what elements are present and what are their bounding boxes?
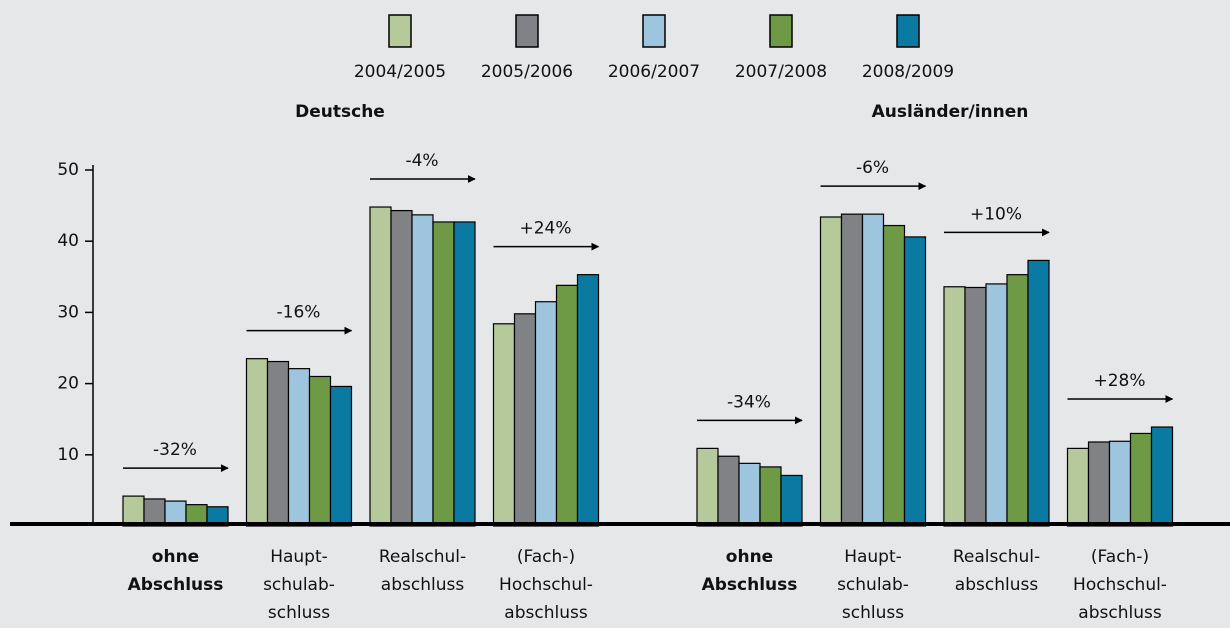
panel-title: Deutsche (295, 102, 385, 122)
trend-label: +10% (970, 204, 1022, 224)
bar (1129, 432, 1153, 527)
bar (882, 224, 906, 527)
bar (245, 358, 269, 527)
bar (1066, 447, 1090, 527)
bar (534, 301, 558, 527)
legend-label: 2006/2007 (608, 62, 700, 82)
y-tick-label: 40 (57, 231, 79, 251)
x-tick-line: Realschul- (953, 547, 1040, 567)
x-tick-line: abschluss (381, 575, 465, 595)
bar (492, 323, 516, 527)
trend-label: -16% (277, 303, 321, 323)
x-tick-label: (Fach-) Hochschul-abschluss (499, 547, 593, 623)
legend-label: 2007/2008 (735, 62, 827, 82)
bar (840, 213, 864, 527)
x-tick-line: Hochschul- (499, 575, 593, 595)
bar (1108, 440, 1132, 527)
x-tick-line: Abschluss (702, 575, 798, 595)
bar (985, 283, 1008, 527)
bar (390, 209, 413, 527)
trend-label: +24% (519, 219, 571, 239)
legend-swatch (388, 14, 412, 48)
x-tick-line: ohne (726, 547, 773, 567)
legend-swatch (642, 14, 666, 48)
bar (1027, 259, 1050, 527)
legend-swatch (896, 14, 920, 48)
bar (513, 313, 537, 527)
x-tick-line: schulab- (837, 575, 909, 595)
bar (943, 286, 966, 527)
bar (143, 498, 166, 527)
bar (453, 221, 476, 527)
legend-label: 2004/2005 (354, 62, 446, 82)
bar (780, 474, 803, 527)
bar (717, 455, 740, 527)
x-tick-label: Realschul-abschluss (379, 547, 466, 595)
bar (122, 495, 145, 527)
x-tick-line: abschluss (1078, 603, 1162, 623)
x-tick-line: abschluss (955, 575, 1039, 595)
bar (759, 466, 782, 527)
x-tick-line: Haupt- (270, 547, 328, 567)
bar (1006, 274, 1029, 527)
legend-label: 2005/2006 (481, 62, 573, 82)
bar (432, 221, 455, 527)
trend-label: -4% (405, 151, 438, 171)
y-tick-label: 30 (57, 302, 79, 322)
bar (1087, 441, 1111, 527)
x-tick-line: (Fach-) (1091, 547, 1149, 567)
legend-swatch (515, 14, 539, 48)
bar (903, 236, 927, 527)
bar (411, 214, 434, 527)
y-tick-label: 20 (57, 374, 79, 394)
bar (964, 286, 987, 527)
bar (576, 274, 600, 527)
x-tick-line: (Fach-) (517, 547, 575, 567)
x-tick-label: Realschul-abschluss (953, 547, 1040, 595)
y-tick-label: 10 (57, 445, 79, 465)
x-tick-line: Abschluss (128, 575, 224, 595)
trend-label: -32% (153, 440, 197, 460)
x-tick-line: schluss (842, 603, 904, 623)
x-tick-label: Haupt-schulab-schluss (263, 547, 335, 623)
bar (555, 284, 579, 527)
x-tick-label: Haupt-schulab-schluss (837, 547, 909, 623)
trend-label: -34% (727, 392, 771, 412)
bar (696, 447, 719, 527)
y-tick-label: 50 (57, 160, 79, 180)
bar (266, 360, 290, 527)
legend-swatch (769, 14, 793, 48)
bar (329, 385, 353, 527)
legend-label: 2008/2009 (862, 62, 954, 82)
x-tick-line: Haupt- (844, 547, 902, 567)
x-tick-label: (Fach-) Hochschul-abschluss (1073, 547, 1167, 623)
x-tick-line: Hochschul- (1073, 575, 1167, 595)
trend-label: -6% (856, 158, 889, 178)
x-tick-line: schluss (268, 603, 330, 623)
x-tick-line: schulab- (263, 575, 335, 595)
x-tick-line: Realschul- (379, 547, 466, 567)
x-tick-label: ohne Abschluss (702, 547, 798, 595)
trend-label: +28% (1093, 371, 1145, 391)
bar (1150, 426, 1174, 527)
x-tick-label: ohne Abschluss (128, 547, 224, 595)
panel-title: Ausländer/innen (872, 102, 1029, 122)
bar (738, 462, 761, 527)
x-tick-line: abschluss (504, 603, 588, 623)
bar (369, 206, 392, 527)
bar (308, 375, 332, 527)
bar (819, 216, 843, 527)
bar (861, 213, 885, 527)
bar (287, 368, 311, 527)
x-tick-line: ohne (152, 547, 199, 567)
